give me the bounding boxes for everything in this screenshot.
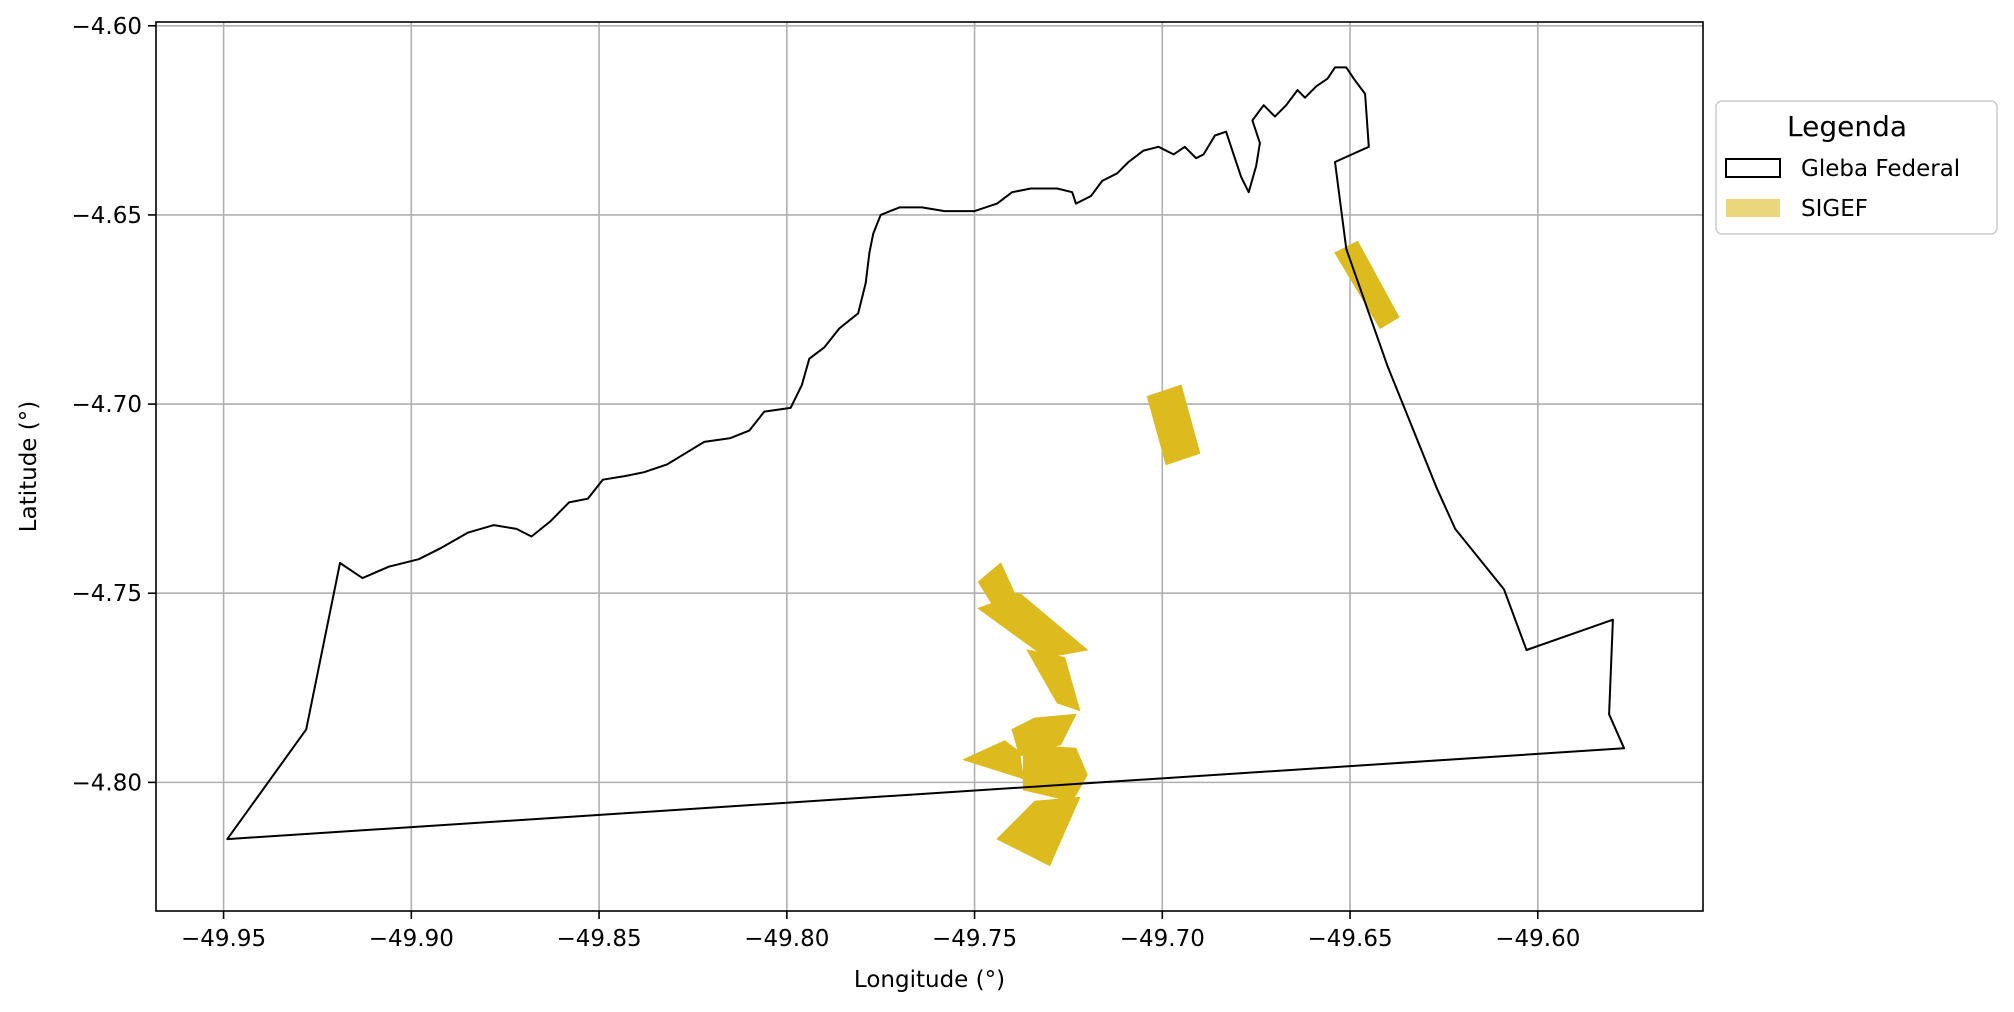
legend: Legenda Gleba Federal SIGEF xyxy=(1715,100,1998,235)
x-tick-label: −49.80 xyxy=(744,926,829,952)
y-axis-label: Latitude (°) xyxy=(16,401,42,532)
sigef-parcel xyxy=(1146,384,1201,466)
x-tick-label: −49.75 xyxy=(932,926,1017,952)
legend-swatch-sigef xyxy=(1726,199,1780,217)
y-tick-label: −4.70 xyxy=(72,392,142,418)
x-tick-label: −49.95 xyxy=(181,926,266,952)
y-tick-label: −4.60 xyxy=(72,14,142,40)
sigef-parcel xyxy=(996,796,1081,867)
x-tick-label: −49.70 xyxy=(1120,926,1205,952)
gridlines xyxy=(156,22,1703,911)
x-axis: −49.95 −49.90 −49.85 −49.80 −49.75 −49.70 −49.… xyxy=(181,911,1580,952)
x-tick-label: −49.65 xyxy=(1307,926,1392,952)
legend-title: Legenda xyxy=(1787,110,1907,143)
y-tick-label: −4.80 xyxy=(72,770,142,796)
legend-label-sigef: SIGEF xyxy=(1801,196,1868,222)
y-axis: −4.60 −4.65 −4.70 −4.75 −4.80 xyxy=(72,14,156,796)
legend-label-gleba-federal: Gleba Federal xyxy=(1801,156,1960,182)
gleba-federal-layer xyxy=(226,66,1626,841)
plot-frame xyxy=(155,21,1704,912)
y-tick-label: −4.75 xyxy=(72,581,142,607)
sigef-parcel xyxy=(977,592,1089,659)
legend-box xyxy=(1715,100,1998,235)
x-tick-label: −49.60 xyxy=(1495,926,1580,952)
y-tick-label: −4.65 xyxy=(72,203,142,229)
x-tick-label: −49.85 xyxy=(557,926,642,952)
x-tick-label: −49.90 xyxy=(369,926,454,952)
sigef-parcel xyxy=(961,740,1025,780)
gleba-federal-boundary xyxy=(226,66,1626,841)
sigef-parcel xyxy=(1026,649,1081,712)
x-axis-label: Longitude (°) xyxy=(854,967,1005,993)
legend-swatch-gleba-federal xyxy=(1725,158,1781,178)
